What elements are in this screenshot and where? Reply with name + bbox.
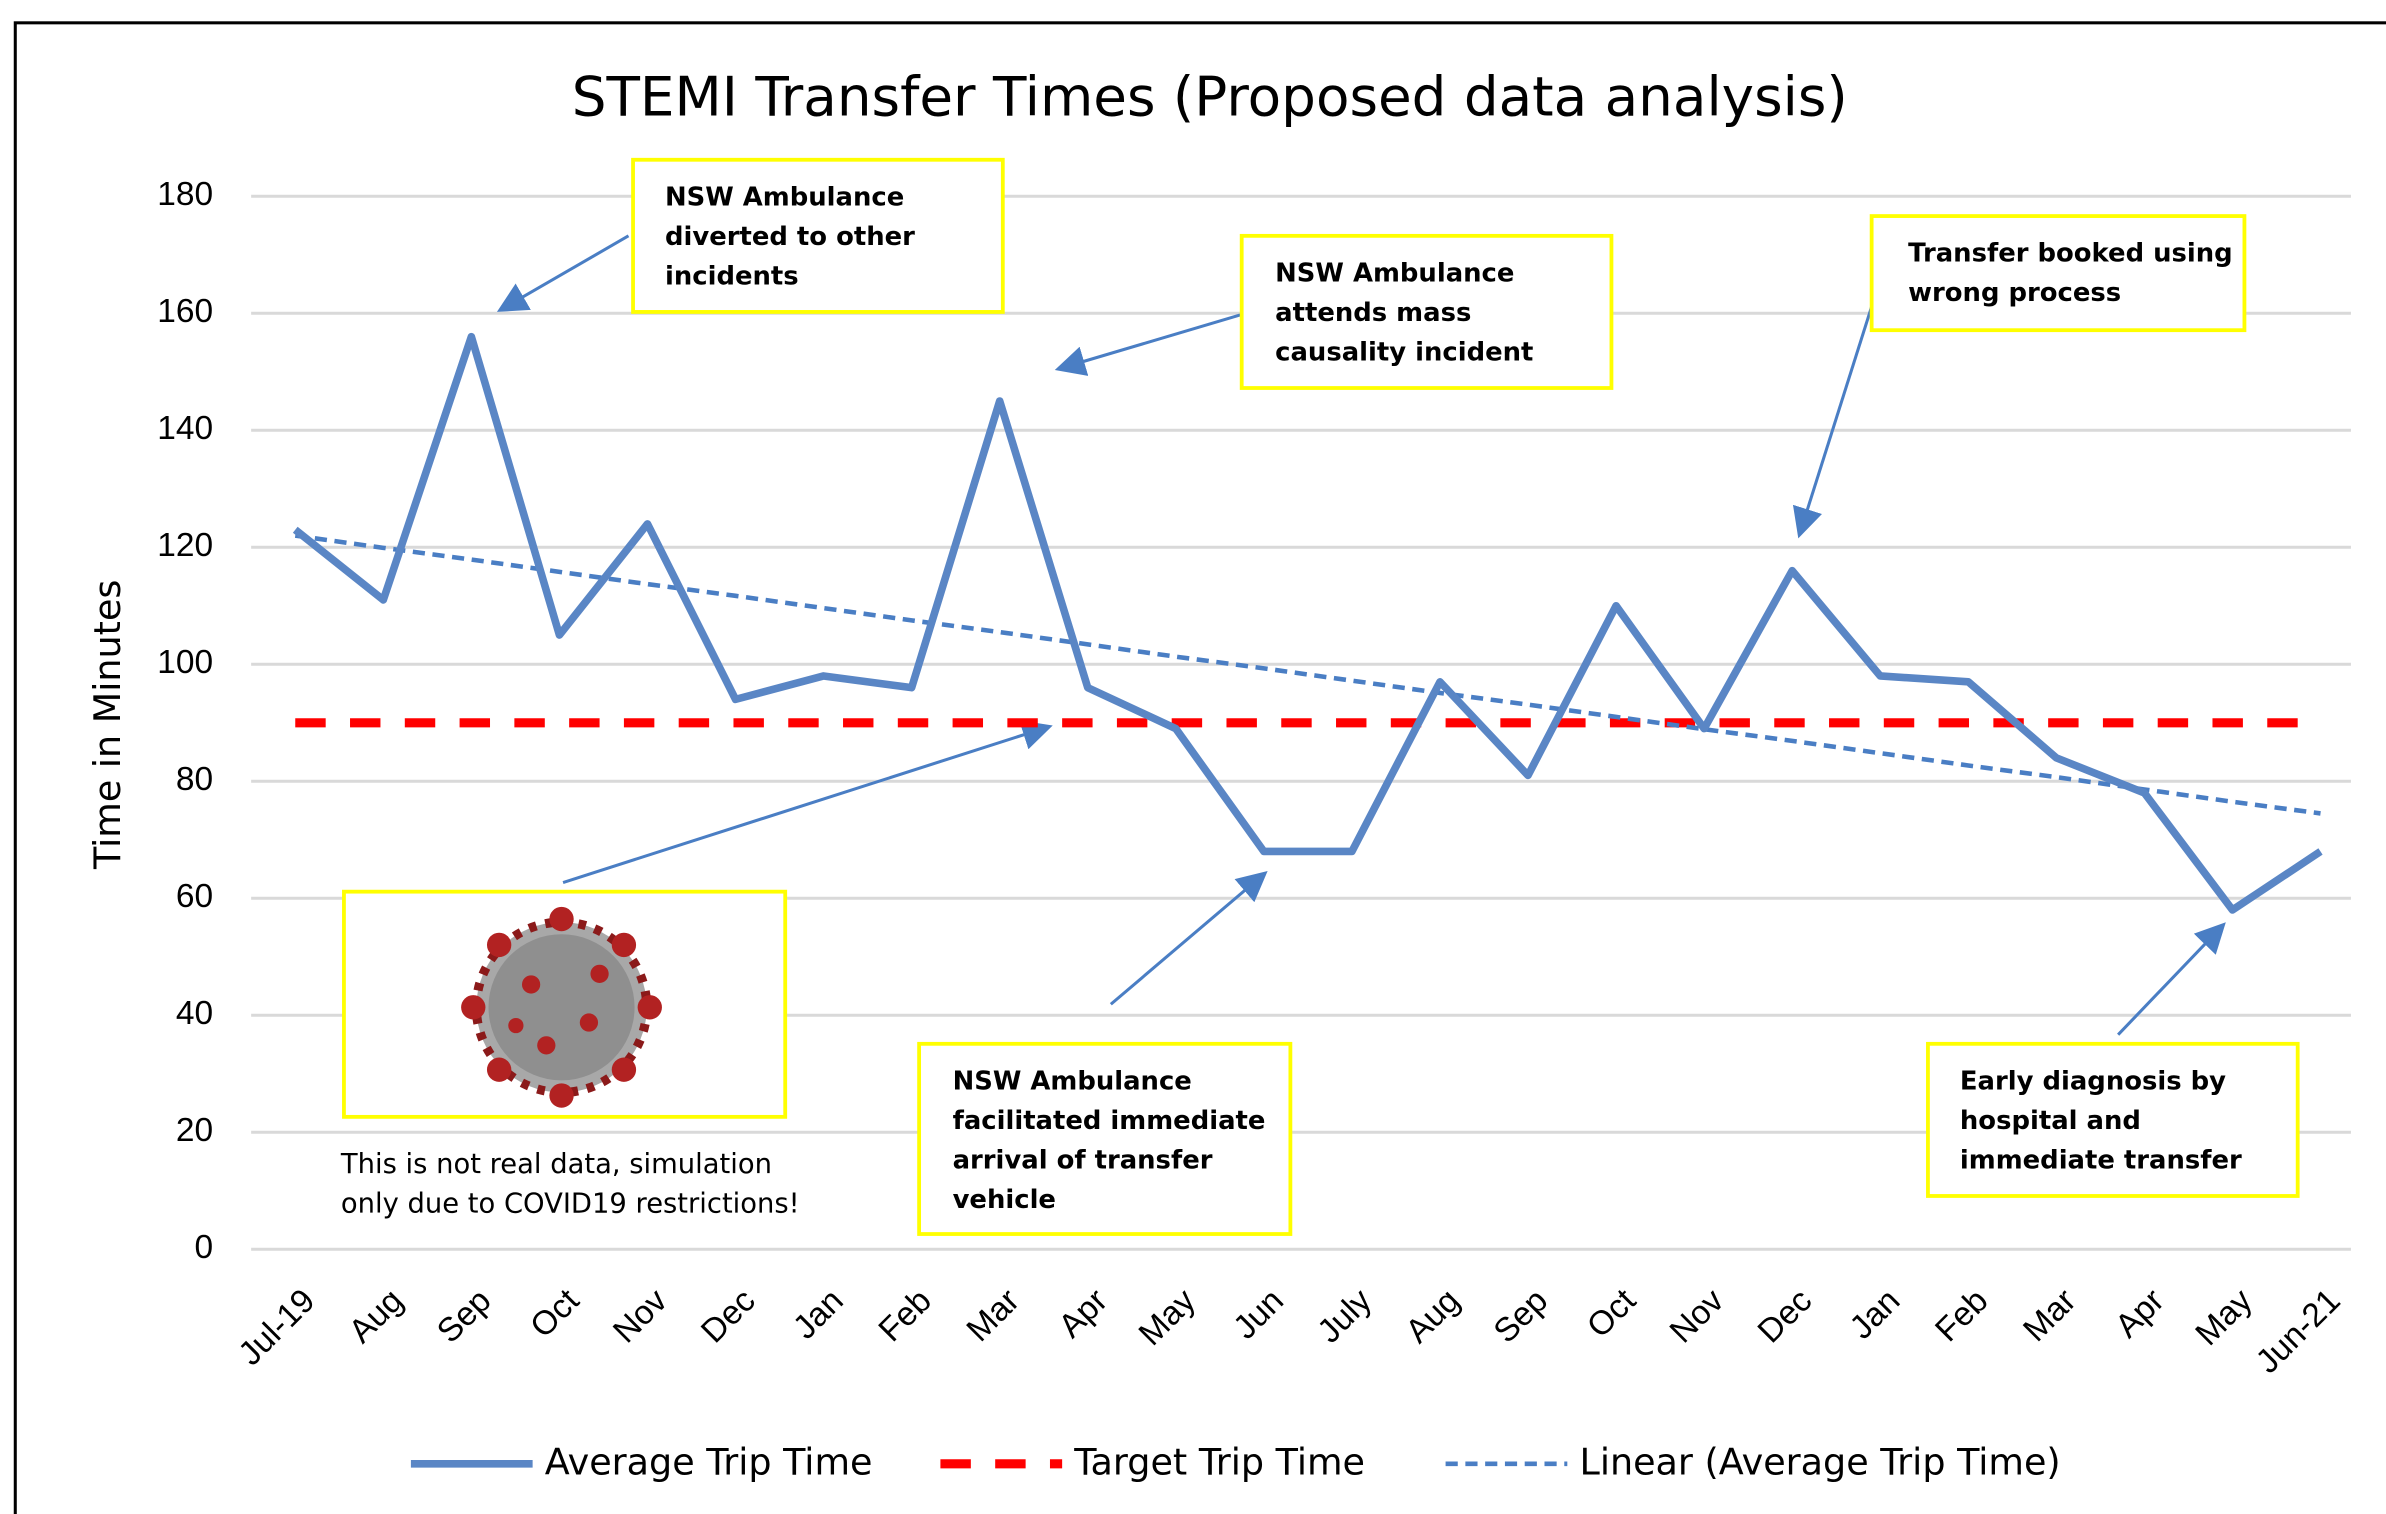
annotation-text: immediate transfer: [1960, 1145, 2242, 1175]
y-tick-label: 40: [176, 995, 213, 1032]
y-tick-label: 20: [176, 1112, 213, 1149]
annotation-text: NSW Ambulance: [665, 182, 904, 212]
chart-title: STEMI Transfer Times (Proposed data anal…: [572, 65, 1848, 129]
annotation-text: Early diagnosis by: [1960, 1066, 2226, 1096]
annotation-text: diverted to other: [665, 222, 915, 252]
chart: STEMI Transfer Times (Proposed data anal…: [0, 0, 2386, 1514]
y-axis-label: Time in Minutes: [86, 580, 129, 871]
y-tick-label: 120: [157, 527, 213, 564]
y-tick-label: 180: [157, 176, 213, 213]
note-line: only due to COVID19 restrictions!: [341, 1189, 800, 1220]
legend-label: Target Trip Time: [1073, 1440, 1365, 1483]
legend-label: Average Trip Time: [545, 1440, 873, 1483]
note-line: This is not real data, simulation: [340, 1149, 772, 1180]
legend-label: Linear (Average Trip Time): [1579, 1440, 2060, 1483]
y-tick-label: 60: [176, 878, 213, 915]
y-tick-label: 140: [157, 410, 213, 447]
annotation-box: [1872, 216, 2245, 330]
y-tick-label: 0: [194, 1229, 213, 1266]
annotation-text: wrong process: [1908, 278, 2121, 308]
annotation-text: vehicle: [953, 1185, 1056, 1215]
page: STEMI Transfer Times (Proposed data anal…: [0, 0, 2386, 1514]
annotation-text: hospital and: [1960, 1106, 2141, 1136]
annotation-text: incidents: [665, 261, 799, 291]
y-tick-label: 80: [176, 761, 213, 798]
y-tick-label: 100: [157, 644, 213, 681]
legend: Average Trip Time Target Trip Time Linear …: [411, 1440, 2061, 1483]
annotation-text: arrival of transfer: [953, 1145, 1213, 1175]
annotation-text: attends mass: [1275, 298, 1471, 328]
annotation-text: causality incident: [1275, 338, 1533, 368]
annotation-text: NSW Ambulance: [953, 1066, 1192, 1096]
annotation-text: facilitated immediate: [953, 1106, 1266, 1136]
y-tick-label: 160: [157, 293, 213, 330]
virus-image-box: This is not real data, simulation only d…: [340, 892, 800, 1220]
annotation-text: NSW Ambulance: [1275, 258, 1514, 288]
virus-icon: [461, 907, 662, 1108]
annotation-text: Transfer booked using: [1908, 239, 2233, 269]
